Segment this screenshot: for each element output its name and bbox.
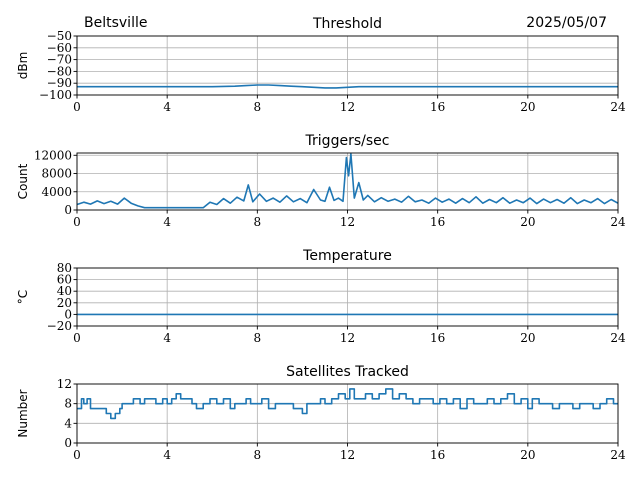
chart-panel-2: 0 4 8 12 16 20 24 0 4000 8000 12000 Triggers/sec Cou… — [16, 133, 626, 229]
y-tick-label: 60 — [57, 273, 72, 287]
chart-panel-1: 0 4 8 12 16 20 24 −100−90−80−70−60−50 Threshold d… — [16, 16, 626, 114]
y-axis-label: °C — [16, 290, 30, 304]
x-tick-label: 16 — [430, 448, 445, 462]
y-tick-label: 4000 — [41, 185, 72, 199]
series-line — [76, 153, 619, 209]
y-tick-label: −100 — [39, 88, 72, 102]
x-tick-label: 20 — [520, 448, 535, 462]
x-tick-label: 24 — [610, 100, 626, 114]
y-tick-label: 40 — [57, 284, 72, 298]
chart-title: Triggers/sec — [305, 133, 390, 149]
chart-title: Temperature — [302, 248, 392, 264]
x-tick-label: 24 — [610, 331, 626, 345]
y-axis-label: dBm — [16, 52, 30, 80]
x-tick-label: 24 — [610, 448, 626, 462]
y-axis-label: Count — [16, 163, 30, 199]
x-tick-label: 24 — [610, 215, 626, 229]
x-tick-label: 12 — [340, 331, 355, 345]
x-tick-label: 16 — [430, 100, 445, 114]
x-tick-label: 20 — [520, 215, 535, 229]
chart-panels: 0 4 8 12 16 20 24 −100−90−80−70−60−50 Threshold d… — [16, 16, 626, 462]
x-tick-label: 4 — [163, 331, 171, 345]
x-tick-label: 12 — [340, 448, 355, 462]
x-tick-label: 4 — [163, 448, 171, 462]
chart-title: Threshold — [312, 16, 382, 32]
x-tick-label: 8 — [254, 331, 262, 345]
x-tick-label: 16 — [430, 215, 445, 229]
x-tick-label: 4 — [163, 100, 171, 114]
y-tick-label: −70 — [47, 53, 72, 67]
x-tick-label: 8 — [254, 100, 262, 114]
x-tick-label: 20 — [520, 331, 535, 345]
x-tick-label: 16 — [430, 331, 445, 345]
series-line — [77, 388, 618, 420]
x-tick-label: 4 — [163, 215, 171, 229]
x-tick-label: 8 — [254, 448, 262, 462]
series-line — [77, 84, 618, 89]
y-tick-label: 8000 — [41, 167, 72, 181]
x-tick-label: 0 — [73, 100, 81, 114]
x-tick-label: 0 — [73, 448, 81, 462]
y-tick-label: 80 — [57, 261, 72, 275]
x-tick-label: 12 — [340, 100, 355, 114]
y-tick-label: −90 — [47, 76, 72, 90]
y-tick-label: 0 — [64, 307, 72, 321]
y-tick-label: 20 — [57, 296, 72, 310]
station-label: Beltsville — [84, 15, 147, 31]
y-tick-label: 8 — [64, 397, 72, 411]
y-tick-label: −60 — [47, 41, 72, 55]
y-tick-label: −80 — [47, 64, 72, 78]
x-tick-label: 8 — [254, 215, 262, 229]
y-tick-label: 4 — [64, 416, 72, 430]
y-tick-label: −50 — [47, 29, 72, 43]
y-axis-label: Number — [16, 389, 30, 437]
y-tick-label: 0 — [64, 436, 72, 450]
x-tick-label: 20 — [520, 100, 535, 114]
y-tick-label: 0 — [64, 203, 72, 217]
x-tick-label: 0 — [73, 331, 81, 345]
y-tick-label: 12000 — [34, 148, 72, 162]
chart-title: Satellites Tracked — [286, 364, 409, 380]
x-tick-label: 12 — [340, 215, 355, 229]
chart-panel-4: 0 4 8 12 16 20 24 0 4 8 12 Satellites Tracked Number — [16, 364, 626, 462]
x-tick-label: 0 — [73, 215, 81, 229]
y-tick-label: 12 — [57, 377, 72, 391]
date-label: 2025/05/07 — [526, 15, 607, 31]
y-tick-label: −20 — [47, 319, 72, 333]
